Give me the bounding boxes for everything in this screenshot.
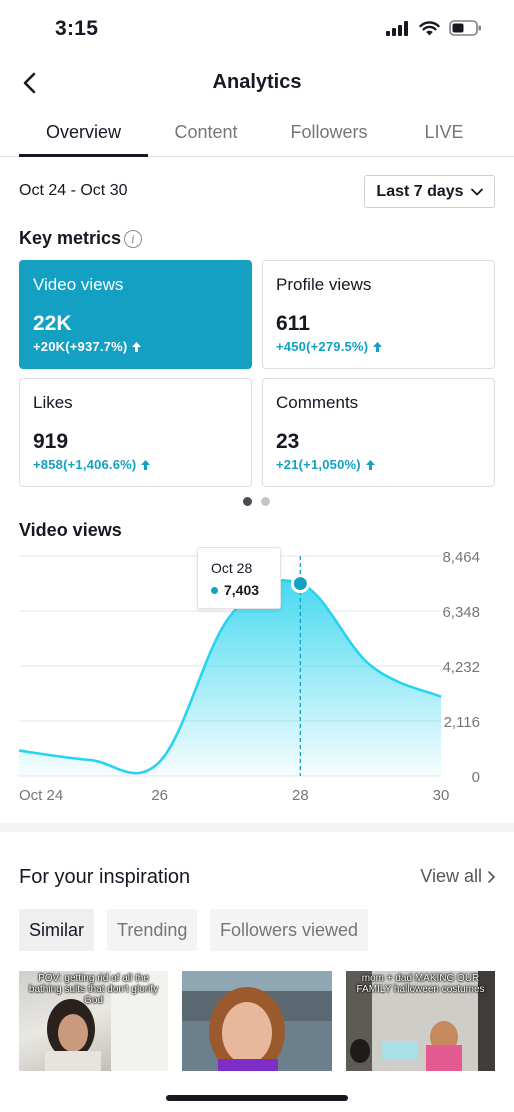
section-divider <box>0 823 514 832</box>
chart-tooltip: Oct 28 7,403 <box>197 547 281 609</box>
active-tab-indicator <box>19 154 148 157</box>
thumbnail-caption: mom + dad MAKING OUR FAMILY halloween co… <box>356 973 485 995</box>
x-tick-label: Oct 24 <box>19 787 63 804</box>
chevron-left-icon <box>23 72 36 94</box>
metric-delta-text: +20K(+937.7%) <box>33 339 128 354</box>
metric-delta-text: +858(+1,406.6%) <box>33 457 137 472</box>
chevron-down-icon <box>470 188 483 195</box>
metric-label: Profile views <box>276 275 372 294</box>
tab-overview[interactable]: Overview <box>45 122 121 142</box>
x-tick-label: 30 <box>433 787 450 804</box>
tab-followers[interactable]: Followers <box>290 122 368 142</box>
tab-live[interactable]: LIVE <box>424 122 464 142</box>
y-tick-label: 4,232 <box>442 659 480 676</box>
status-icons <box>386 20 482 36</box>
tooltip-value-text: 7,403 <box>224 582 260 598</box>
video-thumbnail-3[interactable]: mom + dad MAKING OUR FAMILY halloween co… <box>346 971 495 1071</box>
info-icon[interactable]: i <box>124 230 142 248</box>
metric-delta-text: +450(+279.5%) <box>276 339 369 354</box>
metric-label: Likes <box>33 393 73 412</box>
page-indicator <box>243 497 270 506</box>
tab-bar: Overview Content Followers LIVE <box>0 110 514 157</box>
y-tick-label: 8,464 <box>442 549 480 566</box>
chart-line <box>18 579 442 775</box>
page-title: Analytics <box>212 71 302 93</box>
view-all-label: View all <box>420 866 482 886</box>
metric-label: Comments <box>276 393 359 412</box>
nav-bar: Analytics <box>0 60 514 106</box>
page-dot-2[interactable] <box>261 497 270 506</box>
view-all-link[interactable]: View all <box>420 866 495 887</box>
thumbnail-image <box>182 971 332 1071</box>
metric-delta-text: +21(+1,050%) <box>276 457 361 472</box>
tab-content[interactable]: Content <box>174 122 238 142</box>
battery-icon <box>449 20 481 36</box>
x-tick-label: 26 <box>151 787 168 804</box>
wifi-icon <box>419 20 440 35</box>
video-thumbnail-2[interactable] <box>182 971 332 1071</box>
metric-delta: +21(+1,050%) <box>276 457 375 472</box>
thumbnail-image <box>45 971 168 1071</box>
arrow-up-icon <box>365 459 375 470</box>
metric-value: 919 <box>33 430 69 453</box>
y-tick-label: 6,348 <box>442 604 480 621</box>
page-dot-1[interactable] <box>243 497 252 506</box>
metric-value: 22K <box>33 312 72 335</box>
chevron-right-icon <box>488 870 495 883</box>
metric-card-likes[interactable]: Likes 919 +858(+1,406.6%) <box>19 378 252 487</box>
period-dropdown-value: Last 7 days <box>376 182 464 200</box>
x-tick-label: 28 <box>292 787 309 804</box>
period-dropdown[interactable]: Last 7 days <box>364 175 495 208</box>
arrow-up-icon <box>373 341 383 352</box>
tooltip-date: Oct 28 <box>211 560 253 576</box>
highlight-point <box>290 574 310 594</box>
metric-value: 611 <box>276 312 310 335</box>
video-thumbnail-1[interactable]: POV: getting rid of all the bathing suit… <box>19 971 168 1071</box>
metric-card-video-views[interactable]: Video views 22K +20K(+937.7%) <box>19 260 252 369</box>
metric-delta: +450(+279.5%) <box>276 339 383 354</box>
metric-label: Video views <box>33 275 124 294</box>
chip-similar[interactable]: Similar <box>19 909 95 951</box>
arrow-up-icon <box>132 341 142 352</box>
inspiration-title: For your inspiration <box>19 866 191 888</box>
chart-title: Video views <box>19 520 122 540</box>
cellular-signal-icon <box>386 20 408 36</box>
status-bar: 3:15 <box>0 0 514 58</box>
video-views-chart[interactable]: 8,464 6,348 4,232 2,116 0 Oct 24 26 28 30 <box>0 540 514 810</box>
chart-area <box>19 580 441 776</box>
metric-card-profile-views[interactable]: Profile views 611 +450(+279.5%) <box>262 260 495 369</box>
metric-delta: +858(+1,406.6%) <box>33 457 151 472</box>
tooltip-series-dot <box>211 586 218 594</box>
tooltip-value: 7,403 <box>211 582 259 598</box>
thumbnail-caption: POV: getting rid of all the bathing suit… <box>28 973 159 1006</box>
metric-value: 23 <box>276 430 300 453</box>
date-range: Oct 24 - Oct 30 <box>19 182 128 199</box>
thumbnail-image <box>346 971 495 1071</box>
metric-card-comments[interactable]: Comments 23 +21(+1,050%) <box>262 378 495 487</box>
home-indicator <box>166 1095 348 1101</box>
chip-trending[interactable]: Trending <box>107 909 198 951</box>
key-metrics-title: Key metrics <box>19 228 122 248</box>
chip-followers-viewed[interactable]: Followers viewed <box>210 909 369 951</box>
metric-delta: +20K(+937.7%) <box>33 339 142 354</box>
status-time: 3:15 <box>55 17 99 40</box>
y-tick-label: 2,116 <box>444 714 480 731</box>
y-tick-label: 0 <box>472 769 480 786</box>
back-button[interactable] <box>14 68 44 98</box>
arrow-up-icon <box>141 459 151 470</box>
